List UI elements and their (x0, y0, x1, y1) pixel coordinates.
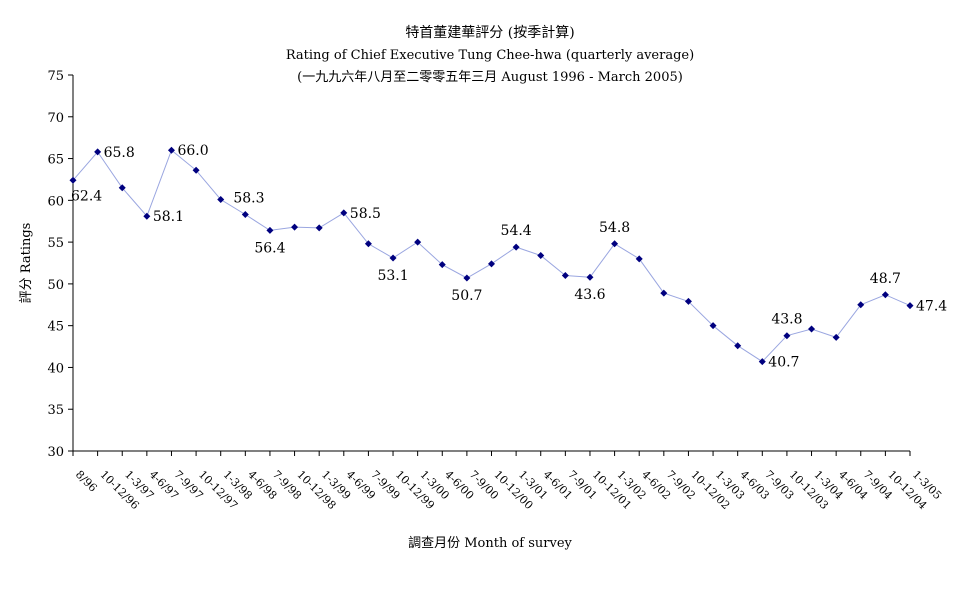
data-label: 58.1 (153, 209, 184, 225)
data-point-marker (463, 274, 471, 282)
data-point-marker (217, 195, 225, 203)
y-tick-label: 35 (47, 403, 64, 418)
data-point-marker (586, 273, 594, 281)
data-label: 43.6 (574, 287, 605, 303)
data-point-marker (315, 224, 323, 232)
y-tick-label: 45 (47, 320, 64, 335)
x-axis: 8/9610-12/961-3/974-6/977-9/9710-12/971-… (72, 450, 944, 512)
data-label: 66.0 (177, 143, 208, 159)
data-point-marker (660, 289, 668, 297)
data-label: 43.8 (771, 312, 802, 328)
data-label: 54.4 (501, 223, 532, 239)
y-tick-label: 75 (47, 69, 64, 84)
y-tick-label: 50 (47, 278, 64, 293)
data-label: 58.5 (350, 206, 381, 222)
data-point-marker (734, 342, 742, 350)
data-point-marker (94, 148, 102, 156)
data-label: 40.7 (768, 355, 799, 371)
data-label: 47.4 (916, 299, 947, 315)
data-label: 50.7 (451, 288, 482, 304)
data-point-marker (906, 302, 914, 310)
data-label: 58.3 (233, 191, 264, 207)
data-point-marker (684, 297, 692, 305)
x-axis-title: 調查月份 Month of survey (408, 536, 572, 551)
data-labels: 62.4 65.8 58.1 66.0 58.3 56.4 58.5 53.1 50.7 54.4… (71, 143, 947, 370)
data-label: 62.4 (71, 188, 102, 204)
data-point-marker (241, 211, 249, 219)
data-point-marker (537, 251, 545, 259)
data-point-marker (291, 223, 299, 231)
data-point-marker (561, 272, 569, 280)
data-point-marker (758, 358, 766, 366)
data-point-marker (881, 291, 889, 299)
data-point-marker (266, 226, 274, 234)
data-point-marker (512, 243, 520, 251)
data-point-marker (118, 184, 126, 192)
data-label: 56.4 (254, 240, 285, 256)
data-point-marker (414, 238, 422, 246)
data-point-marker (783, 332, 791, 340)
data-point-marker (635, 255, 643, 263)
series-line (72, 149, 911, 363)
y-tick-label: 60 (47, 194, 64, 209)
series-ratings (69, 146, 914, 366)
y-tick-label: 55 (47, 236, 64, 251)
data-point-marker (857, 301, 865, 309)
y-axis-title: 評分 Ratings (19, 223, 34, 304)
data-point-marker (808, 325, 816, 333)
y-tick-label: 30 (47, 445, 64, 460)
chart-subtitle: Rating of Chief Executive Tung Chee-hwa … (286, 48, 694, 63)
y-tick-label: 40 (47, 361, 64, 376)
data-point-marker (389, 254, 397, 262)
data-label: 54.8 (599, 220, 630, 236)
data-point-marker (192, 166, 200, 174)
data-point-marker (709, 322, 717, 330)
data-label: 65.8 (104, 145, 135, 161)
y-axis: 30 35 40 45 50 55 60 65 70 75 (47, 69, 74, 460)
data-point-marker (364, 240, 372, 248)
data-point-marker (69, 176, 77, 184)
y-tick-label: 70 (47, 111, 64, 126)
data-label: 53.1 (377, 268, 408, 284)
data-point-marker (438, 261, 446, 269)
chart-title: 特首董建華評分 (按季計算) (405, 25, 574, 41)
data-point-marker (143, 212, 151, 220)
data-point-marker (832, 333, 840, 341)
data-point-marker (167, 146, 175, 154)
chart-date-range: (一九九六年八月至二零零五年三月 August 1996 - March 200… (297, 70, 683, 85)
data-point-marker (611, 240, 619, 248)
y-tick-label: 65 (47, 153, 64, 168)
x-tick-label: 8/96 (73, 468, 100, 495)
data-label: 48.7 (870, 271, 901, 287)
data-point-marker (488, 260, 495, 268)
data-point-marker (340, 209, 348, 217)
